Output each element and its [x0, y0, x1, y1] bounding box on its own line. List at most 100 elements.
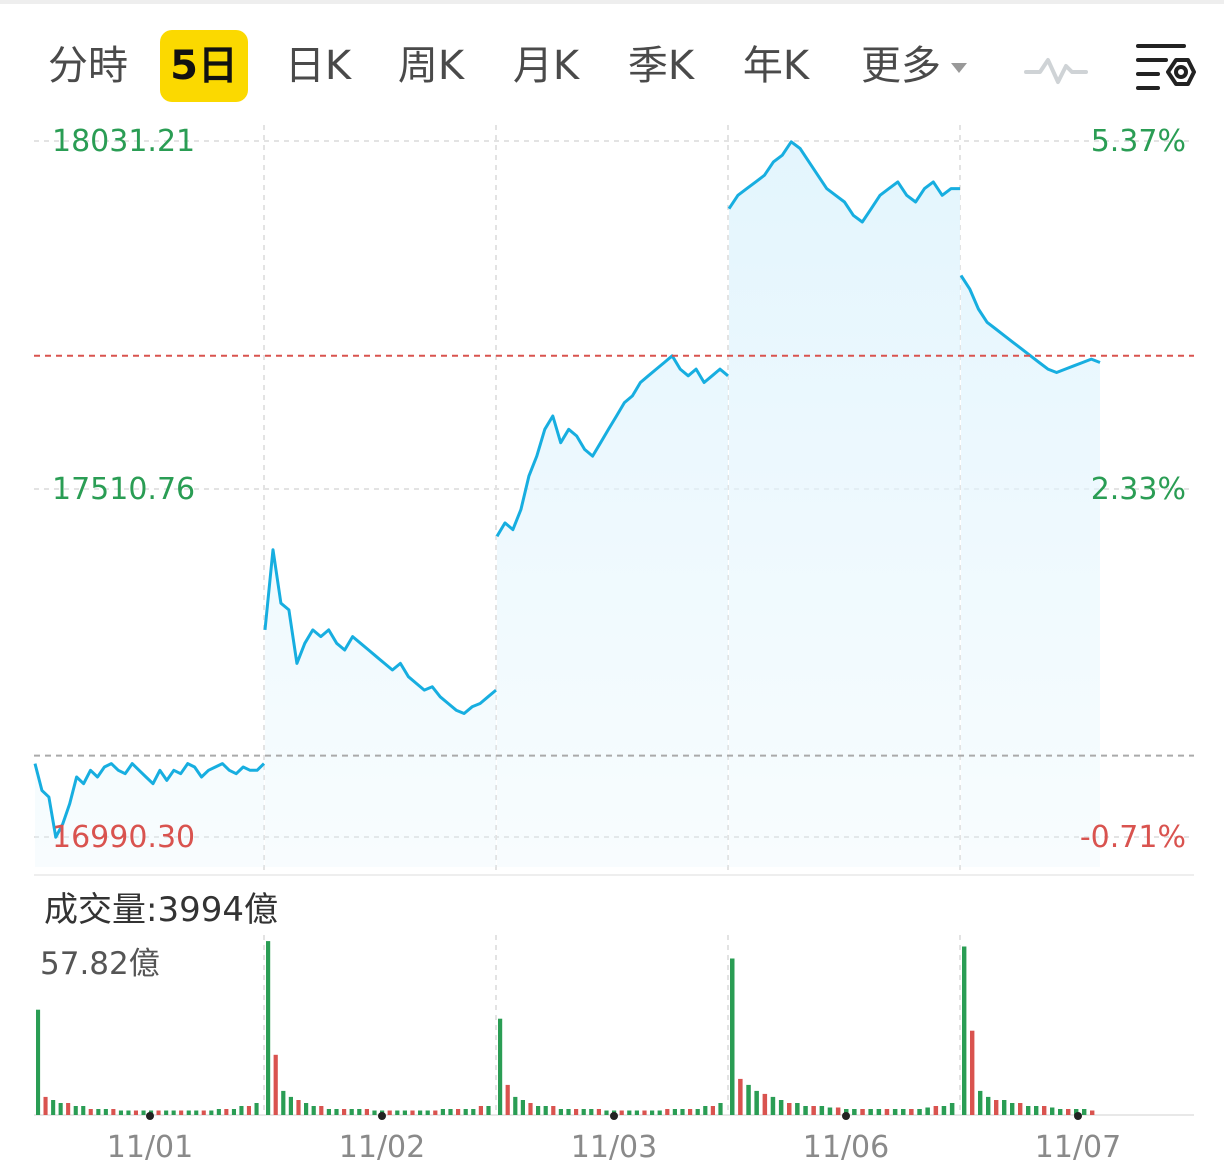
volume-bar — [1058, 1109, 1063, 1115]
volume-bar — [876, 1109, 882, 1115]
price-chart: 18031.21 17510.76 16990.30 5.37% 2.33% -… — [33, 124, 1194, 870]
volume-bar — [819, 1106, 825, 1115]
volume-bar — [171, 1110, 176, 1115]
volume-bar — [433, 1110, 438, 1115]
volume-bar — [448, 1109, 453, 1115]
volume-bar — [695, 1109, 700, 1115]
volume-bar — [133, 1110, 138, 1115]
volume-bar — [941, 1106, 947, 1115]
x-label: 11/03 — [571, 1130, 657, 1165]
volume-bar — [505, 1084, 510, 1115]
volume-bar — [164, 1110, 169, 1115]
volume-bar — [498, 1018, 503, 1115]
volume-bar — [795, 1103, 800, 1115]
volume-bar — [1026, 1106, 1031, 1115]
volume-bar — [266, 941, 271, 1115]
volume-bar — [319, 1106, 324, 1115]
price-area-fill — [35, 141, 1100, 868]
volume-bar — [642, 1110, 647, 1115]
volume-bar — [680, 1109, 685, 1115]
volume-bar — [901, 1109, 906, 1115]
volume-chart: 11/01 11/02 11/03 11/06 11/07 — [34, 935, 1194, 1165]
volume-bar — [81, 1106, 86, 1115]
tab-week-k[interactable]: 周K — [397, 43, 465, 89]
volume-bar — [688, 1109, 693, 1115]
volume-bar — [224, 1109, 229, 1115]
volume-bar — [994, 1100, 999, 1115]
volume-bar — [194, 1110, 199, 1115]
tab-quarter-k[interactable]: 季K — [627, 43, 695, 89]
tab-more[interactable]: 更多 — [852, 30, 976, 102]
volume-bar — [372, 1110, 377, 1115]
volume-bar — [596, 1109, 601, 1115]
chart-settings-icon[interactable] — [1134, 38, 1196, 98]
volume-title: 成交量:3994億 — [44, 882, 278, 931]
volume-bar — [884, 1109, 890, 1115]
volume-bar — [520, 1100, 525, 1115]
tab-month-k[interactable]: 月K — [512, 43, 580, 89]
x-label: 11/07 — [1035, 1130, 1121, 1165]
volume-bar — [36, 1009, 41, 1115]
tab-year-k[interactable]: 年K — [742, 43, 810, 89]
volume-bar — [1066, 1109, 1071, 1115]
volume-bar — [574, 1109, 579, 1115]
volume-bar — [209, 1110, 214, 1115]
volume-bar — [231, 1109, 236, 1115]
x-label: 11/02 — [339, 1130, 425, 1165]
volume-bar — [66, 1103, 71, 1115]
price-label-mid: 17510.76 — [52, 472, 195, 507]
volume-bar — [402, 1110, 407, 1115]
price-line-11/03 — [495, 354, 729, 538]
tab-intraday[interactable]: 分時 — [48, 43, 128, 89]
volume-bar — [627, 1110, 632, 1115]
volume-bar — [536, 1106, 541, 1115]
volume-bar — [986, 1096, 991, 1115]
volume-bar — [949, 1103, 955, 1115]
volume-bar — [1074, 1109, 1079, 1115]
volume-bar — [281, 1090, 286, 1115]
volume-bar — [787, 1103, 792, 1115]
volume-bar — [917, 1109, 922, 1115]
volume-bar — [418, 1110, 423, 1115]
volume-bar — [770, 1096, 776, 1115]
volume-bar — [811, 1106, 816, 1115]
volume-bar — [1050, 1107, 1055, 1115]
volume-bar — [589, 1109, 594, 1115]
tab-5day[interactable]: 5日 — [160, 30, 248, 102]
volume-bar — [51, 1100, 56, 1115]
volume-bar — [762, 1093, 768, 1115]
volume-bar — [296, 1100, 301, 1115]
volume-bar — [892, 1109, 898, 1115]
volume-bar — [970, 1030, 975, 1115]
pct-label-mid: 2.33% — [1091, 472, 1186, 507]
volume-bar — [703, 1106, 708, 1115]
volume-bar — [239, 1106, 244, 1115]
volume-bar — [581, 1109, 586, 1115]
volume-bar — [860, 1109, 865, 1115]
x-axis-labels: 11/01 11/02 11/03 11/06 11/07 — [107, 1112, 1121, 1165]
volume-bar — [440, 1109, 445, 1115]
volume-bar — [111, 1109, 116, 1115]
volume-bar — [334, 1109, 339, 1115]
x-tick-dot — [1074, 1112, 1082, 1120]
volume-bar — [672, 1109, 677, 1115]
volume-bar — [456, 1109, 461, 1115]
volume-bar — [43, 1096, 48, 1115]
volume-bar — [326, 1109, 331, 1115]
volume-bar — [551, 1106, 556, 1115]
volume-bar — [387, 1110, 392, 1115]
volume-bar — [978, 1090, 983, 1115]
volume-grid — [34, 935, 1194, 1116]
volume-bar — [478, 1106, 483, 1115]
tab-day-k[interactable]: 日K — [284, 43, 352, 89]
price-line-11/06 — [727, 140, 960, 224]
volume-bar — [395, 1110, 400, 1115]
volume-bar — [425, 1110, 430, 1115]
volume-bar — [827, 1107, 833, 1115]
line-wave-icon[interactable] — [1024, 38, 1088, 98]
price-line-11/02 — [263, 548, 497, 715]
volume-bar — [1042, 1106, 1047, 1115]
period-tabs: 分時 5日 日K 周K 月K 季K 年K 更多 — [0, 24, 1224, 108]
volume-bar — [657, 1110, 662, 1115]
volume-bar — [410, 1110, 415, 1115]
